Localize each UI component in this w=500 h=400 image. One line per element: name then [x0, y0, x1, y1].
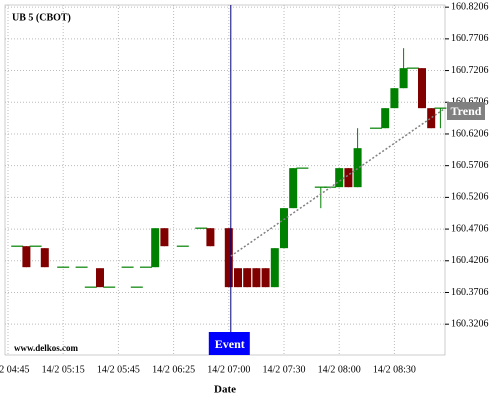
candle-body — [399, 68, 408, 89]
x-tick-label: 14/2 08:30 — [373, 364, 416, 375]
y-tick-label: 160.4206 — [451, 255, 489, 266]
candle-body — [344, 168, 353, 188]
x-tick-label: 14/2 07:00 — [207, 364, 250, 375]
y-tick-label: 160.8206 — [451, 1, 489, 12]
event-label: Event — [215, 337, 245, 351]
y-tick-label: 160.5206 — [451, 192, 489, 203]
y-tick-label: 160.6206 — [451, 128, 489, 139]
y-tick-label: 160.4706 — [451, 223, 489, 234]
candle-body — [261, 268, 270, 288]
x-tick-label: 14/2 04:45 — [0, 364, 30, 375]
y-tick-label: 160.5706 — [451, 160, 489, 171]
y-tick-label: 160.7206 — [451, 65, 489, 76]
x-tick-label: 14/2 07:30 — [262, 364, 305, 375]
trend-label: Trend — [451, 104, 482, 118]
x-tick-label: 14/2 08:00 — [318, 364, 361, 375]
candle-body — [335, 168, 344, 188]
candle-body — [289, 168, 298, 209]
candle-body — [353, 148, 362, 188]
x-axis-title: Date — [214, 384, 236, 396]
candle-body — [381, 108, 390, 129]
watermark: www.delkos.com — [14, 343, 79, 353]
plot-area — [4, 4, 446, 356]
event-box — [208, 332, 250, 355]
candle-body — [22, 246, 31, 268]
candle-body — [206, 228, 215, 247]
candle-body — [96, 268, 104, 288]
trend-box — [447, 102, 485, 120]
candle-body — [151, 228, 160, 268]
candle-body — [243, 268, 252, 288]
chart-title: UB 5 (CBOT) — [12, 12, 71, 23]
candle-body — [40, 248, 49, 268]
candle-body — [234, 268, 242, 288]
candle-body — [252, 268, 261, 288]
y-tick-label: 160.7706 — [451, 33, 489, 44]
candle-body — [390, 88, 399, 109]
candle-body — [270, 248, 279, 288]
trend-line — [230, 107, 446, 257]
y-tick-label: 160.3706 — [451, 287, 489, 298]
candle-body — [418, 68, 426, 109]
y-tick-label: 160.3206 — [451, 318, 489, 329]
candle-body — [427, 108, 436, 129]
x-tick-label: 14/2 05:45 — [97, 364, 140, 375]
x-tick-label: 14/2 06:25 — [152, 364, 195, 375]
candle-body — [160, 228, 169, 247]
x-tick-label: 14/2 05:15 — [42, 364, 85, 375]
candle-body — [280, 208, 288, 249]
candle-body — [224, 228, 233, 288]
